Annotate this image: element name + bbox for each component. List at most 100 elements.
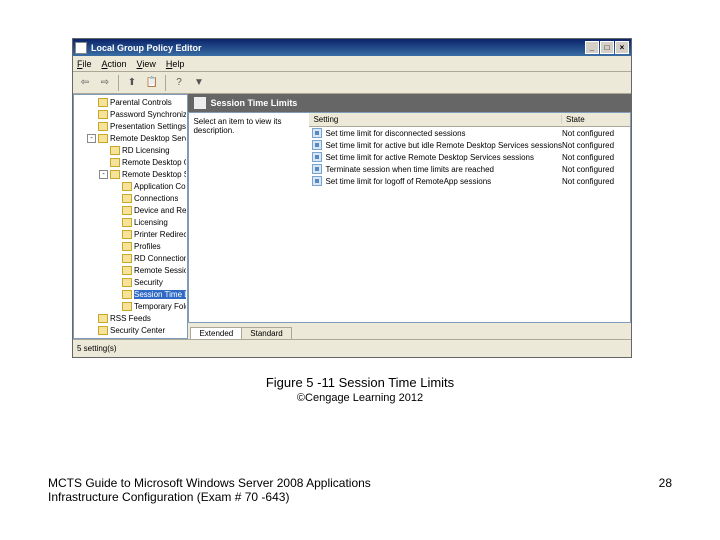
tree-node[interactable]: Parental Controls [75, 96, 186, 108]
titlebar: Local Group Policy Editor _ □ × [73, 39, 631, 56]
tree-node[interactable]: Remote Desktop Cor [75, 156, 186, 168]
tree-node[interactable]: Password Synchronizatio [75, 108, 186, 120]
tree-node[interactable]: Presentation Settings [75, 120, 186, 132]
setting-row[interactable]: Set time limit for logoff of RemoteApp s… [309, 175, 630, 187]
menu-help[interactable]: Help [166, 59, 185, 69]
content-area: Parental Controls Password Synchronizatio… [73, 94, 631, 339]
figure-copyright: ©Cengage Learning 2012 [0, 392, 720, 404]
tree-label[interactable]: Profiles [134, 242, 161, 251]
tree-node[interactable]: Temporary Folde [75, 300, 186, 312]
tab-extended[interactable]: Extended [190, 327, 242, 339]
tree-label[interactable]: Security [134, 278, 163, 287]
description-pane: Select an item to view its description. [189, 113, 309, 322]
tree-node[interactable]: Security [75, 276, 186, 288]
folder-icon [110, 158, 120, 167]
policy-icon [312, 176, 322, 186]
folder-icon [98, 122, 108, 131]
tree-expander-icon[interactable]: - [87, 134, 96, 143]
tree-label[interactable]: Session Time Lim [134, 290, 186, 299]
tree-pane[interactable]: Parental Controls Password Synchronizatio… [73, 94, 188, 339]
back-button[interactable]: ⇦ [76, 74, 94, 92]
setting-name: Terminate session when time limits are r… [325, 165, 562, 174]
tree-label[interactable]: Remote Session [134, 266, 186, 275]
tree-node[interactable]: Device and Resc [75, 204, 186, 216]
folder-icon [98, 110, 108, 119]
menu-file[interactable]: File [77, 59, 92, 69]
policy-icon [312, 140, 322, 150]
minimize-button[interactable]: _ [585, 41, 599, 54]
forward-button[interactable]: ⇨ [96, 74, 114, 92]
description-text: Select an item to view its description. [193, 117, 281, 135]
folder-icon [98, 134, 108, 143]
tree-label[interactable]: Licensing [134, 218, 168, 227]
tree-node[interactable]: Application Comp [75, 180, 186, 192]
setting-row[interactable]: Set time limit for disconnected sessions… [309, 127, 630, 139]
setting-name: Set time limit for logoff of RemoteApp s… [325, 177, 562, 186]
tree-label[interactable]: Application Comp [134, 182, 186, 191]
tree-label[interactable]: Remote Desktop Ses [122, 170, 186, 179]
footer-line1: MCTS Guide to Microsoft Windows Server 2… [48, 476, 642, 490]
tree-label[interactable]: RSS Feeds [110, 314, 151, 323]
window-title: Local Group Policy Editor [91, 43, 202, 53]
menu-action[interactable]: Action [102, 59, 127, 69]
folder-icon [122, 218, 132, 227]
tree-node[interactable]: RSS Feeds [75, 312, 186, 324]
tree-node[interactable]: Server for NIS [75, 336, 186, 339]
tree-node[interactable]: Remote Session [75, 264, 186, 276]
tree-label[interactable]: Security Center [110, 326, 165, 335]
properties-button[interactable]: 📋 [143, 74, 161, 92]
tree-label[interactable]: Server for NIS [110, 338, 161, 340]
setting-name: Set time limit for active Remote Desktop… [325, 153, 562, 162]
help-button[interactable]: ? [170, 74, 188, 92]
tree-label[interactable]: RD Licensing [122, 146, 170, 155]
tree-label[interactable]: Remote Desktop Service [110, 134, 186, 143]
tree-node[interactable]: Licensing [75, 216, 186, 228]
folder-icon [122, 254, 132, 263]
tree-node[interactable]: Connections [75, 192, 186, 204]
page-footer: MCTS Guide to Microsoft Windows Server 2… [48, 476, 672, 504]
tree-label[interactable]: Temporary Folde [134, 302, 186, 311]
app-icon [75, 42, 87, 54]
setting-state: Not configured [562, 177, 630, 186]
setting-row[interactable]: Terminate session when time limits are r… [309, 163, 630, 175]
right-pane: Session Time Limits Select an item to vi… [188, 94, 631, 339]
folder-icon [122, 230, 132, 239]
close-button[interactable]: × [615, 41, 629, 54]
up-button[interactable]: ⬆ [123, 74, 141, 92]
folder-icon [98, 326, 108, 335]
tree-label[interactable]: Device and Resc [134, 206, 186, 215]
tree-expander-icon[interactable]: - [99, 170, 108, 179]
tree-node[interactable]: Profiles [75, 240, 186, 252]
tree-node[interactable]: Session Time Lim [75, 288, 186, 300]
tree-label[interactable]: RD Connection B [134, 254, 186, 263]
tab-standard[interactable]: Standard [241, 327, 291, 339]
section-header: Session Time Limits [188, 94, 631, 112]
setting-row[interactable]: Set time limit for active but idle Remot… [309, 139, 630, 151]
tree-node[interactable]: RD Connection B [75, 252, 186, 264]
folder-icon [122, 290, 132, 299]
app-window: Local Group Policy Editor _ □ × File Act… [72, 38, 632, 358]
column-state[interactable]: State [562, 115, 630, 124]
tree-node[interactable]: Printer Redirectio [75, 228, 186, 240]
policy-icon [312, 152, 322, 162]
setting-state: Not configured [562, 165, 630, 174]
tree-label[interactable]: Password Synchronizatio [110, 110, 186, 119]
setting-state: Not configured [562, 141, 630, 150]
filter-button[interactable]: ▼ [190, 74, 208, 92]
tree-label[interactable]: Parental Controls [110, 98, 172, 107]
tree-node[interactable]: RD Licensing [75, 144, 186, 156]
setting-row[interactable]: Set time limit for active Remote Desktop… [309, 151, 630, 163]
column-setting[interactable]: Setting [309, 115, 562, 124]
tree-node[interactable]: - Remote Desktop Ses [75, 168, 186, 180]
maximize-button[interactable]: □ [600, 41, 614, 54]
tree-node[interactable]: Security Center [75, 324, 186, 336]
setting-name: Set time limit for disconnected sessions [325, 129, 562, 138]
tree-node[interactable]: - Remote Desktop Service [75, 132, 186, 144]
tree-label[interactable]: Printer Redirectio [134, 230, 186, 239]
toolbar: ⇦ ⇨ ⬆ 📋 ? ▼ [73, 72, 631, 94]
tree-label[interactable]: Presentation Settings [110, 122, 186, 131]
tree-label[interactable]: Connections [134, 194, 178, 203]
policy-icon [312, 164, 322, 174]
tree-label[interactable]: Remote Desktop Cor [122, 158, 186, 167]
menu-view[interactable]: View [137, 59, 156, 69]
